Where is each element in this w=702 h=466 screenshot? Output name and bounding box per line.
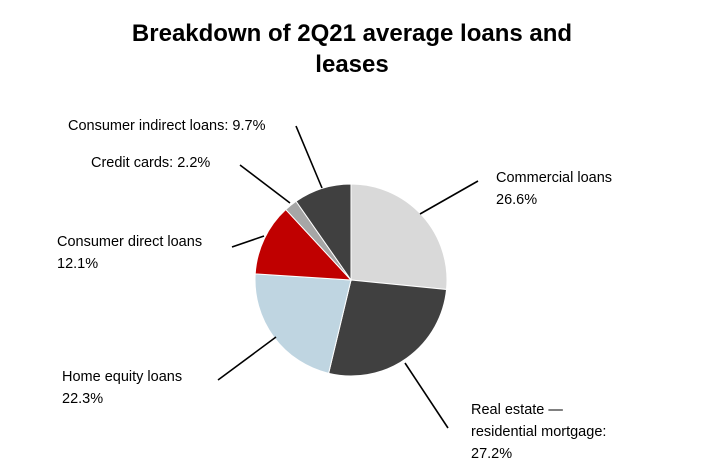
leader-line [239, 164, 291, 204]
chart-title-line-2: leases [315, 51, 388, 78]
leader-line [231, 235, 265, 248]
pie-slice-consumer-direct-loans [254, 208, 353, 281]
slice-label: Home equity loans 22.3% [62, 369, 182, 407]
pie-slice-commercial-loans [350, 183, 448, 291]
pie-slice-real-estate-residential-mortgage [328, 279, 448, 377]
pie-slice-consumer-indirect-loans [295, 183, 352, 282]
leader-line [217, 336, 277, 381]
leader-line [404, 362, 449, 429]
pie-slice-home-equity-loans [254, 273, 352, 374]
pie-slices [254, 183, 448, 377]
slice-label: Commercial loans 26.6% [496, 170, 612, 208]
leader-lines [217, 125, 479, 429]
leader-line [295, 125, 323, 189]
slice-label: Consumer indirect loans: 9.7% [68, 118, 266, 134]
slice-label: Real estate — residential mortgage: 27.2% [471, 402, 606, 462]
slice-label: Consumer direct loans 12.1% [57, 234, 202, 272]
slice-label: Credit cards: 2.2% [91, 155, 210, 171]
slice-labels: Commercial loans 26.6% Real estate — reside… [57, 118, 612, 462]
chart-title-line-1: Breakdown of 2Q21 average loans and [132, 20, 572, 47]
leader-line [419, 180, 479, 215]
